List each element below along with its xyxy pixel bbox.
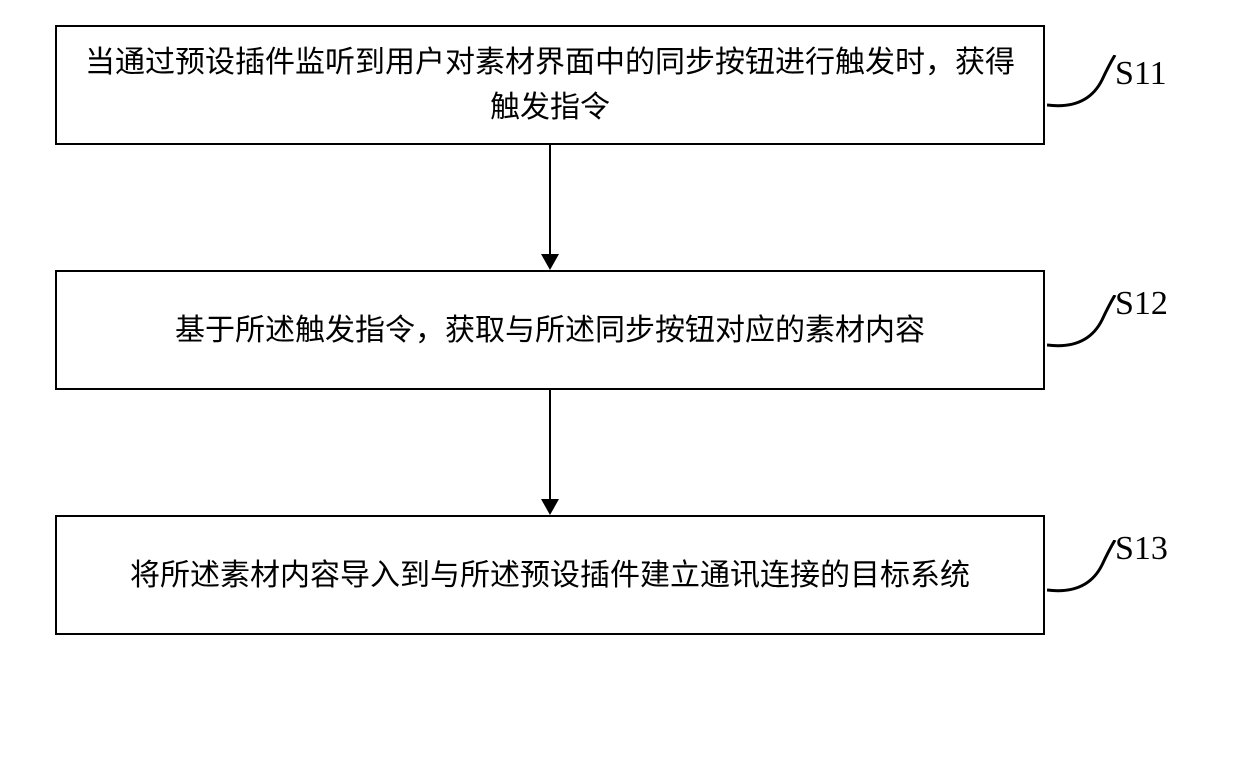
flow-arrow-line — [549, 145, 551, 254]
flow-step-s11: 当通过预设插件监听到用户对素材界面中的同步按钮进行触发时，获得触发指令 — [55, 25, 1045, 145]
flow-step-s12: 基于所述触发指令，获取与所述同步按钮对应的素材内容 — [55, 270, 1045, 390]
flow-step-text: 当通过预设插件监听到用户对素材界面中的同步按钮进行触发时，获得触发指令 — [82, 40, 1018, 130]
step-label-s12: S12 — [1115, 285, 1168, 323]
flow-step-text: 基于所述触发指令，获取与所述同步按钮对应的素材内容 — [175, 308, 925, 353]
flow-step-s13: 将所述素材内容导入到与所述预设插件建立通讯连接的目标系统 — [55, 515, 1045, 635]
connector-curve-s11 — [1047, 55, 1117, 110]
flow-step-text: 将所述素材内容导入到与所述预设插件建立通讯连接的目标系统 — [130, 553, 970, 598]
connector-curve-s13 — [1047, 540, 1117, 595]
step-label-s11: S11 — [1115, 55, 1167, 93]
connector-curve-s12 — [1047, 295, 1117, 350]
flow-arrow-head-icon — [541, 254, 559, 270]
flow-arrow-line — [549, 390, 551, 499]
flow-arrow-head-icon — [541, 499, 559, 515]
step-label-s13: S13 — [1115, 530, 1168, 568]
